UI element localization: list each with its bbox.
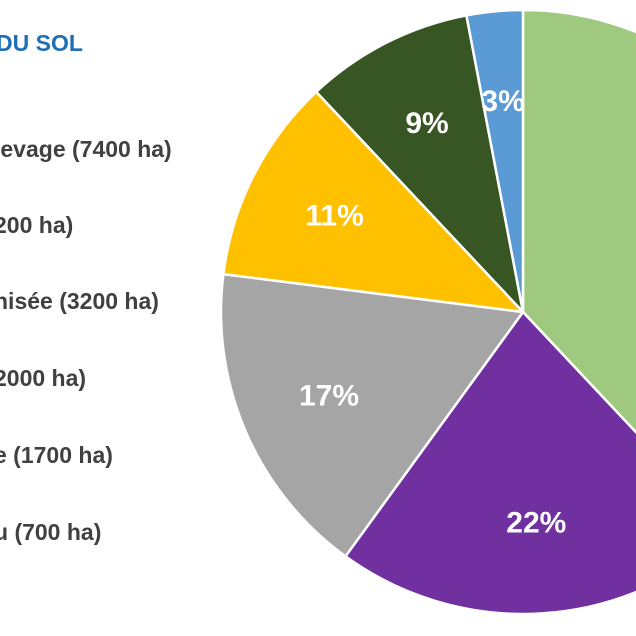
legend-entry-3: nisée (3200 ha) (0, 288, 159, 314)
slice-label-4: 11% (305, 200, 363, 233)
slice-label-2: 22% (506, 507, 566, 540)
slice-label-5: 9% (405, 107, 448, 140)
pie-slice-6 (465, 8, 525, 314)
pie-slice-5 (315, 14, 525, 314)
chart-title: DU SOL (0, 30, 83, 56)
legend-entry-5: e (1700 ha) (0, 442, 113, 468)
legend-entry-4: 2000 ha) (0, 365, 87, 391)
slice-label-3: 17% (299, 380, 359, 413)
legend-entry-6: u (700 ha) (0, 519, 102, 545)
pie-slice-2 (344, 310, 636, 616)
legend-entry-2: 200 ha) (0, 212, 74, 238)
pie-slice-4 (222, 90, 525, 314)
slice-label-6: 3% (481, 85, 524, 118)
pie-slice-1 (521, 8, 636, 435)
legend-entry-1: levage (7400 ha) (0, 136, 172, 162)
pie-slice-3 (219, 272, 525, 558)
